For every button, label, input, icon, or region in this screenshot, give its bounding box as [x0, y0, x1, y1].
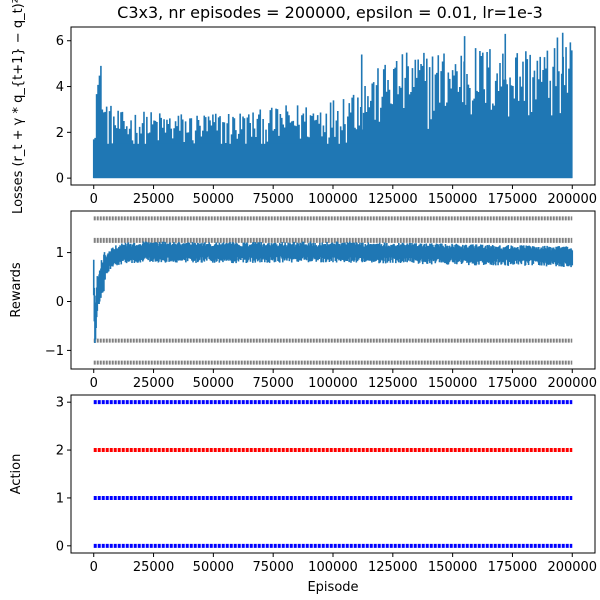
y-tick-label: 4: [56, 80, 64, 95]
rewards-series: [92, 241, 574, 343]
x-tick-label: 50000: [193, 560, 234, 575]
x-tick-label: 0: [90, 192, 98, 207]
losses-base-band: [93, 143, 573, 179]
x-tick-label: 0: [90, 560, 98, 575]
x-tick-label: 150000: [428, 376, 478, 391]
x-tick-label: 25000: [133, 560, 174, 575]
x-tick-label: 125000: [368, 376, 418, 391]
x-tick-label: 75000: [253, 376, 294, 391]
y-tick-label: 0: [56, 539, 64, 554]
y-tick-label: 2: [56, 444, 64, 459]
x-tick-label: 100000: [308, 192, 358, 207]
x-tick-label: 175000: [488, 560, 538, 575]
y-tick-label: 1: [56, 491, 64, 506]
x-tick-label: 125000: [368, 192, 418, 207]
x-tick-label: 150000: [428, 192, 478, 207]
rewards-y-label: Rewards: [9, 262, 24, 317]
actions-x-label: Episode: [307, 580, 358, 595]
x-tick-label: 75000: [253, 192, 294, 207]
losses-y-label: Losses (r_t + γ * q_{t+1} − q_t)²: [11, 0, 26, 214]
actions-panel: 0 25000 50000 75000 100000 125000 150000 175000…: [9, 394, 597, 595]
losses-panel: 0 25000 50000 75000 100000 125000 150000 175000…: [11, 0, 597, 214]
x-tick-label: 175000: [488, 192, 538, 207]
x-tick-label: 75000: [253, 560, 294, 575]
x-tick-label: 200000: [547, 560, 597, 575]
x-tick-label: 25000: [133, 192, 174, 207]
losses-data: [92, 32, 573, 179]
y-tick-label: 0: [56, 172, 64, 187]
actions-y-label: Action: [9, 454, 24, 495]
y-tick-label: 3: [56, 396, 64, 411]
y-tick-label: −1: [45, 344, 64, 359]
actions-data: [93, 400, 573, 548]
x-tick-label: 200000: [547, 376, 597, 391]
y-tick-label: 0: [56, 295, 64, 310]
figure-title: C3x3, nr episodes = 200000, epsilon = 0.…: [117, 3, 543, 22]
x-tick-label: 50000: [193, 192, 234, 207]
x-tick-label: 175000: [488, 376, 538, 391]
y-tick-label: 6: [56, 34, 64, 49]
x-tick-label: 125000: [368, 560, 418, 575]
y-tick-label: 1: [56, 246, 64, 261]
rewards-data: [92, 216, 574, 365]
y-tick-label: 2: [56, 126, 64, 141]
x-tick-label: 25000: [133, 376, 174, 391]
x-tick-label: 100000: [308, 376, 358, 391]
x-tick-label: 100000: [308, 560, 358, 575]
x-tick-label: 50000: [193, 376, 234, 391]
x-tick-label: 150000: [428, 560, 478, 575]
x-tick-label: 200000: [547, 192, 597, 207]
x-tick-label: 0: [90, 376, 98, 391]
rewards-panel: 0 25000 50000 75000 100000 125000 150000 175000…: [9, 210, 597, 391]
